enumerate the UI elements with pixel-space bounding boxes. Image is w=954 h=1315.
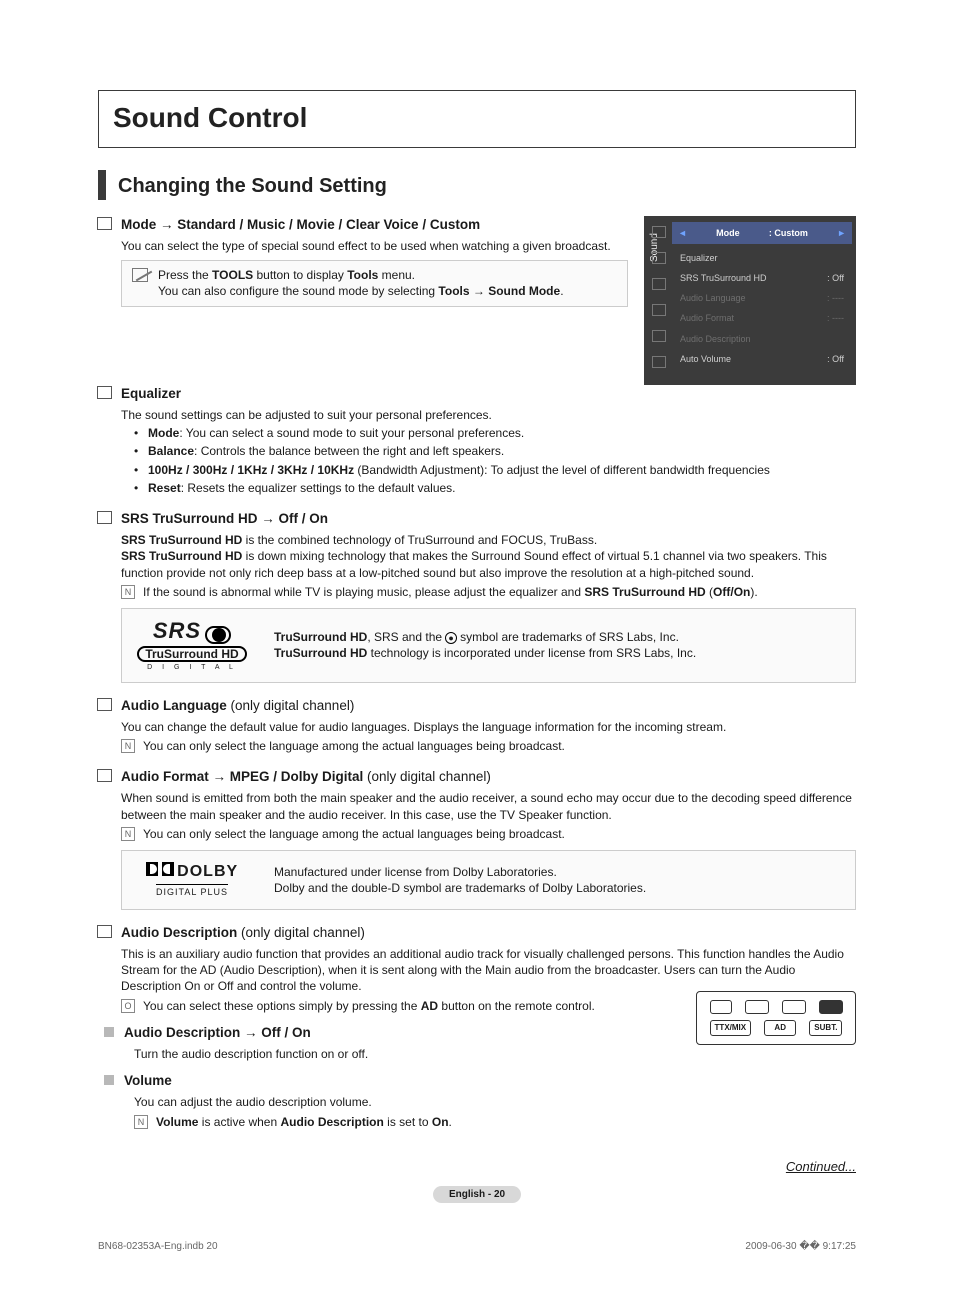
bullet-item: 100Hz / 300Hz / 1KHz / 3KHz / 10KHz (Ban…	[134, 462, 856, 478]
paint-icon	[652, 278, 666, 290]
equalizer-heading: Equalizer	[121, 385, 181, 403]
remote-ttx-button: TTX/MIX	[710, 1020, 752, 1037]
note-icon: N	[121, 585, 135, 599]
bullet-item: Balance: Controls the balance between th…	[134, 443, 856, 459]
checkbox-icon	[98, 926, 111, 937]
equalizer-body: The sound settings can be adjusted to su…	[121, 407, 856, 423]
page-number: English - 20	[98, 1185, 856, 1202]
checkbox-icon	[98, 512, 111, 523]
osd-icon-column	[650, 226, 668, 368]
tools-callout: Press the TOOLS button to display Tools …	[121, 260, 628, 306]
remote-shape-icon	[710, 1000, 732, 1014]
audiofmt-note: N You can only select the language among…	[121, 826, 856, 842]
bullet-item: Mode: You can select a sound mode to sui…	[134, 425, 856, 441]
app-icon	[652, 356, 666, 368]
audiolang-body: You can change the default value for aud…	[121, 719, 856, 735]
square-icon	[104, 1027, 114, 1037]
audiofmt-body: When sound is emitted from both the main…	[121, 790, 856, 822]
audiodesc-note: O You can select these options simply by…	[121, 998, 696, 1014]
section-audio-description: Audio Description (only digital channel)…	[98, 924, 856, 1130]
audiodesc-sub2-note: N Volume is active when Audio Descriptio…	[134, 1114, 856, 1130]
remote-pill-icon	[745, 1000, 769, 1014]
audiodesc-sub2-heading: Volume	[124, 1072, 172, 1090]
osd-row: Audio Description	[674, 329, 850, 349]
speaker-icon	[652, 252, 666, 264]
checkbox-icon	[98, 770, 111, 781]
continued-label: Continued...	[98, 1158, 856, 1176]
tv-icon	[652, 226, 666, 238]
dolby-logo: DOLBY DIGITAL PLUS	[132, 861, 252, 899]
osd-row: Audio Format: ----	[674, 308, 850, 328]
srs-logo-text: TruSurround HD, SRS and the ● symbol are…	[274, 629, 696, 661]
remote-ad-button: AD	[764, 1020, 796, 1037]
audiodesc-sub1-heading: Audio Description → Off / On	[124, 1024, 311, 1042]
remote-hint-icon: O	[121, 999, 135, 1013]
srs-heading: SRS TruSurround HD → Off / On	[121, 510, 328, 528]
mode-heading: Mode → Standard / Music / Movie / Clear …	[121, 216, 480, 234]
note-icon: N	[121, 739, 135, 753]
input-icon	[652, 330, 666, 342]
osd-row: Audio Language: ----	[674, 288, 850, 308]
srs-logo-box: SRS TruSurround HD D I G I T A L TruSurr…	[121, 608, 856, 683]
checkbox-icon	[98, 218, 111, 229]
section-equalizer: Equalizer The sound settings can be adju…	[98, 385, 856, 496]
square-icon	[104, 1075, 114, 1085]
section-audio-format: Audio Format → MPEG / Dolby Digital (onl…	[98, 768, 856, 910]
bullet-item: Reset: Resets the equalizer settings to …	[134, 480, 856, 496]
osd-row: SRS TruSurround HD: Off	[674, 268, 850, 288]
page-title: Sound Control	[113, 99, 841, 137]
note-icon: N	[134, 1115, 148, 1129]
audiolang-note: N You can only select the language among…	[121, 738, 856, 754]
remote-subt-button: SUBT.	[809, 1020, 842, 1037]
audiofmt-heading: Audio Format → MPEG / Dolby Digital (onl…	[121, 768, 491, 786]
srs-line1: SRS TruSurround HD is the combined techn…	[121, 532, 856, 548]
dolby-text: Manufactured under license from Dolby La…	[274, 864, 646, 896]
tools-line2: You can also configure the sound mode by…	[158, 283, 564, 299]
tools-icon	[132, 268, 148, 282]
osd-row: ◄Mode: Custom►	[672, 222, 852, 244]
srs-line2: SRS TruSurround HD is down mixing techno…	[121, 548, 856, 580]
dolby-logo-box: DOLBY DIGITAL PLUS Manufactured under li…	[121, 850, 856, 910]
print-footer: BN68-02353A-Eng.indb 20 2009-06-30 �� 9:…	[98, 1240, 856, 1254]
section-srs: SRS TruSurround HD → Off / On SRS TruSur…	[98, 510, 856, 683]
audiodesc-body: This is an auxiliary audio function that…	[121, 946, 856, 995]
srs-logo: SRS TruSurround HD D I G I T A L	[132, 619, 252, 672]
audiodesc-sub2-body: You can adjust the audio description vol…	[134, 1094, 856, 1110]
note-icon: N	[121, 827, 135, 841]
remote-sketch: TTX/MIX AD SUBT.	[696, 991, 856, 1046]
subtitle: Changing the Sound Setting	[118, 173, 387, 200]
footer-right: 2009-06-30 �� 9:17:25	[745, 1240, 856, 1254]
section-heading: Changing the Sound Setting	[98, 170, 856, 200]
title-box: Sound Control	[98, 90, 856, 148]
tools-line1: Press the TOOLS button to display Tools …	[158, 267, 564, 283]
audiodesc-sub1-body: Turn the audio description function on o…	[134, 1046, 856, 1062]
remote-pill-icon	[782, 1000, 806, 1014]
audiodesc-heading: Audio Description (only digital channel)	[121, 924, 365, 942]
gear-icon	[652, 304, 666, 316]
footer-left: BN68-02353A-Eng.indb 20	[98, 1240, 218, 1254]
osd-panel: Sound ◄Mode: Custom►EqualizerSRS TruSurr…	[644, 216, 856, 385]
equalizer-bullets: Mode: You can select a sound mode to sui…	[134, 425, 856, 496]
srs-note: N If the sound is abnormal while TV is p…	[121, 584, 856, 600]
section-mode: Mode → Standard / Music / Movie / Clear …	[98, 216, 628, 307]
section-audio-language: Audio Language (only digital channel) Yo…	[98, 697, 856, 755]
remote-pill-icon	[819, 1000, 843, 1014]
checkbox-icon	[98, 699, 111, 710]
audiolang-heading: Audio Language (only digital channel)	[121, 697, 354, 715]
checkbox-icon	[98, 387, 111, 398]
osd-row: Auto Volume: Off	[674, 349, 850, 369]
osd-row: Equalizer	[674, 248, 850, 268]
mode-body: You can select the type of special sound…	[121, 238, 628, 254]
